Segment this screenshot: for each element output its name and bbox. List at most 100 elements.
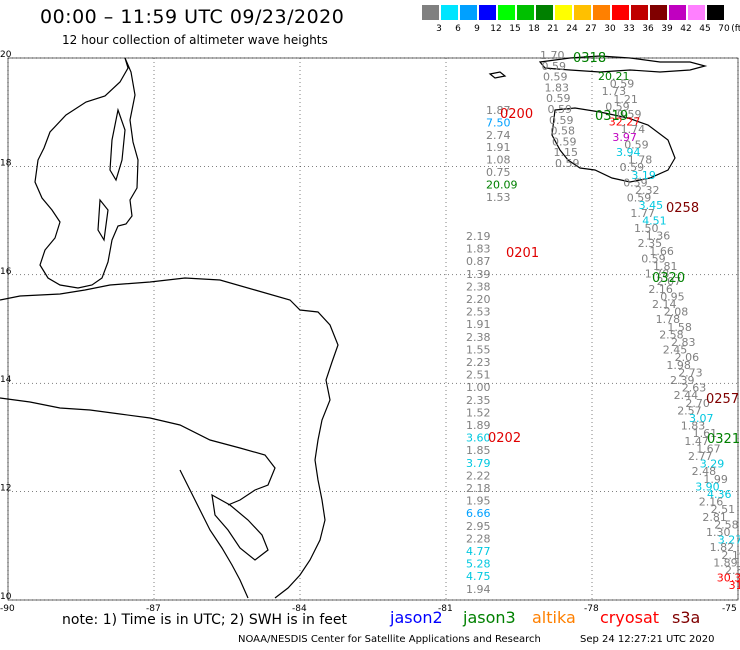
wave-height-reading: 2.73 (678, 366, 703, 379)
wave-height-reading: 1.95 (466, 495, 491, 508)
wave-height-reading: 2.08 (664, 306, 689, 319)
wave-height-reading: 3.45 (639, 199, 664, 212)
pass-time-label: 0257 (706, 392, 739, 407)
wave-height-reading: 2.81 (702, 511, 727, 524)
wave-height-reading: 2.51 (711, 503, 736, 516)
scale-swatch (422, 5, 439, 20)
scale-swatch (460, 5, 477, 20)
wave-height-reading: 0.59 (605, 100, 630, 113)
wave-height-reading: 3.29 (700, 458, 725, 471)
wave-height-reading: 1.81 (653, 260, 678, 273)
wave-height-reading: 1.55 (466, 343, 491, 356)
wave-height-reading: 1.83 (545, 81, 570, 94)
wave-height-reading: 2.57 (677, 404, 702, 417)
scale-label: 30 (604, 24, 616, 34)
wave-height-reading: 1.91 (486, 141, 511, 154)
wave-height-reading: 3.90 (695, 480, 720, 493)
scale-label: 36 (642, 24, 654, 34)
wave-height-reading: 32.27 (609, 116, 641, 129)
wave-height-reading: 5.28 (466, 558, 491, 571)
scale-label: 9 (474, 24, 480, 34)
wave-height-reading: 1.30 (706, 526, 731, 539)
wave-height-reading: 0.59 (548, 103, 573, 116)
legend-item-s3a: s3a (672, 608, 701, 627)
scale-label: 70 (718, 24, 730, 34)
wave-height-reading: 2.44 (674, 389, 699, 402)
units-note: note: 1) Time is in UTC; 2) SWH is in fe… (62, 612, 348, 628)
wave-height-reading: 1.66 (649, 245, 674, 258)
scale-label: 45 (699, 24, 711, 34)
legend-item-jason3: jason3 (463, 608, 516, 627)
wave-height-reading: 2.70 (685, 397, 710, 410)
wave-height-reading: 6.66 (466, 507, 491, 520)
generated-timestamp: Sep 24 12:27:21 UTC 2020 (580, 634, 715, 645)
lat-label: 20 (0, 50, 12, 60)
credit-text: NOAA/NESDIS Center for Satellite Applica… (238, 634, 541, 645)
wave-height-reading: 1.78 (656, 313, 681, 326)
wave-height-reading: 2.19 (466, 230, 491, 243)
wave-height-reading: 0.59 (552, 135, 577, 148)
wave-height-reading: 1.00 (466, 381, 491, 394)
wave-height-reading: 3.07 (689, 412, 714, 425)
wave-height-reading: 2.35 (638, 237, 663, 250)
wave-height-reading: 1.15 (554, 146, 579, 159)
scale-label: 12 (490, 24, 502, 34)
lon-label: -84 (292, 604, 307, 614)
wave-height-reading: 2.58 (659, 328, 684, 341)
wave-height-reading: 1.89 (466, 419, 491, 432)
wave-height-reading: 7.50 (486, 116, 511, 129)
scale-swatch (650, 5, 667, 20)
lon-label: -78 (584, 604, 599, 614)
pass-time-label: 0202 (488, 431, 521, 446)
legend-item-cryosat: cryosat (600, 608, 660, 627)
wave-height-reading: 0.59 (620, 161, 645, 174)
wave-height-reading: 1.21 (613, 93, 638, 106)
wave-height-reading: 2.39 (725, 564, 740, 577)
wave-height-reading: 0.59 (641, 252, 666, 265)
scale-swatch (479, 5, 496, 20)
wave-height-reading: 1.82 (710, 541, 735, 554)
scale-swatch (669, 5, 686, 20)
wave-height-reading: 0.58 (551, 125, 576, 138)
central-america-coast (0, 277, 339, 599)
lon-label: -75 (722, 604, 737, 614)
wave-height-reading: 2.63 (682, 382, 707, 395)
pass-time-label: 0318 (573, 51, 606, 66)
wave-height-reading: 3.94 (616, 146, 641, 159)
lat-label: 14 (0, 375, 12, 385)
wave-height-reading: 0.95 (660, 290, 685, 303)
lake-coast (211, 493, 269, 561)
axis-labels: 20 18 16 14 12 10 -90 -87 -84 -81 -78 -75 (0, 50, 737, 614)
scale-label: 3 (436, 24, 442, 34)
wave-height-reading: 1.58 (667, 321, 692, 334)
wave-height-reading: 1.85 (466, 444, 491, 457)
wave-height-reading: 1.61 (693, 427, 718, 440)
wave-height-reading: 4.75 (466, 570, 491, 583)
scale-swatch (517, 5, 534, 20)
wave-height-reading: 2.39 (670, 374, 695, 387)
wave-height-reading: 2.77 (688, 450, 713, 463)
wave-height-reading: 0.59 (542, 60, 567, 73)
wave-height-reading: 1.77 (630, 207, 655, 220)
altimeter-tracks: 1.877.502.741.911.080.7520.091.532.191.8… (466, 49, 740, 596)
scale-swatch (688, 5, 705, 20)
wave-height-reading: 2.74 (486, 129, 511, 142)
pass-time-label: 0200 (500, 107, 533, 122)
lon-label: -87 (146, 604, 161, 614)
scale-label: 39 (661, 24, 673, 34)
wave-height-reading: 1.50 (634, 222, 659, 235)
lon-label: -81 (438, 604, 453, 614)
legend-item-altika: altika (532, 608, 576, 627)
wave-height-reading: 1.83 (466, 243, 491, 256)
pass-time-label: 0201 (506, 246, 539, 261)
scale-swatch (707, 5, 724, 20)
wave-height-reading: 1.39 (466, 268, 491, 281)
wave-height-reading: 0.75 (486, 166, 511, 179)
wave-height-reading: 2.83 (671, 336, 696, 349)
wave-height-reading: 3.19 (631, 169, 656, 182)
wave-height-reading: 30.31 (717, 572, 740, 585)
wave-height-reading: 2.28 (466, 532, 491, 545)
wave-height-reading: 0.59 (543, 71, 568, 84)
